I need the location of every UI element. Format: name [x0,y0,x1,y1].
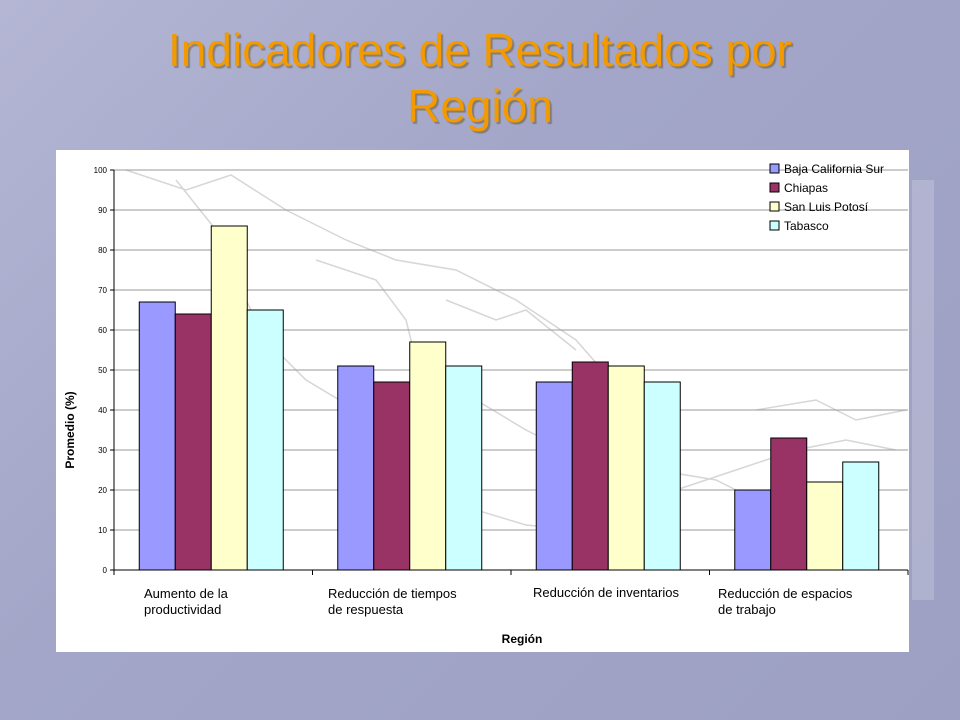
x-axis-label: Región [502,632,543,646]
bar [445,365,483,571]
x-category-label-line: de trabajo [718,602,776,617]
bar [806,481,844,571]
slide-title: Indicadores de Resultados por Región [0,22,960,134]
legend-swatch [769,163,780,174]
y-tick-label: 60 [98,326,107,335]
y-axis: 0 10 20 30 40 50 60 70 80 90 100 [94,166,115,575]
bar [607,365,645,571]
chart-panel: 0 10 20 30 40 50 60 70 80 90 100 Aumento de la prod… [56,150,909,652]
bar [734,489,772,571]
bar [373,381,411,571]
x-category-label: Reducción de espacios de trabajo [718,586,853,617]
y-tick-label: 30 [98,446,107,455]
bar [174,313,212,571]
bar [842,461,880,571]
x-axis: Aumento de la productividad Reducción de t… [113,569,909,617]
bar [138,301,176,571]
y-tick-label: 10 [98,526,107,535]
legend-entry: Chiapas [784,181,828,195]
bar [571,361,609,571]
legend-swatch [769,201,780,212]
legend-entry: Tabasco [784,219,829,233]
y-tick-label: 40 [98,406,107,415]
x-category-label-line: Aumento de la [144,586,229,601]
legend-swatch [769,220,780,231]
x-category-label-line: de respuesta [328,602,404,617]
x-category-label: Aumento de la productividad [144,586,229,617]
bar [210,225,248,571]
y-tick-label: 100 [94,166,108,175]
y-tick-label: 70 [98,286,107,295]
y-tick-label: 50 [98,366,107,375]
legend-entry: Baja California Sur [784,162,884,176]
background-scale-decoration [912,180,934,600]
bar [246,309,284,571]
y-tick-label: 90 [98,206,107,215]
slide-title-line-2: Región [407,80,553,132]
bar [409,341,447,571]
bar [770,437,808,571]
bar [337,365,375,571]
slide-title-line-1: Indicadores de Resultados por [168,24,792,76]
bar [535,381,573,571]
y-axis-label: Promedio (%) [63,391,77,468]
y-tick-label: 20 [98,486,107,495]
legend: Baja California Sur Chiapas San Luis Potos… [769,162,884,233]
x-category-label-line: productividad [144,602,221,617]
x-category-label-line: Reducción de tiempos [328,586,457,601]
x-category-label-line: Reducción de espacios [718,586,853,601]
legend-swatch [769,182,780,193]
bar-chart: 0 10 20 30 40 50 60 70 80 90 100 Aumento de la prod… [63,162,909,646]
x-category-label-line: Reducción de inventarios [533,585,679,600]
x-category-label: Reducción de tiempos de respuesta [328,586,457,617]
y-tick-label: 0 [103,566,108,575]
x-category-label: Reducción de inventarios [533,585,679,600]
y-tick-label: 80 [98,246,107,255]
bar-series [138,225,880,571]
bar [643,381,681,571]
legend-entry: San Luis Potosí [784,200,869,214]
